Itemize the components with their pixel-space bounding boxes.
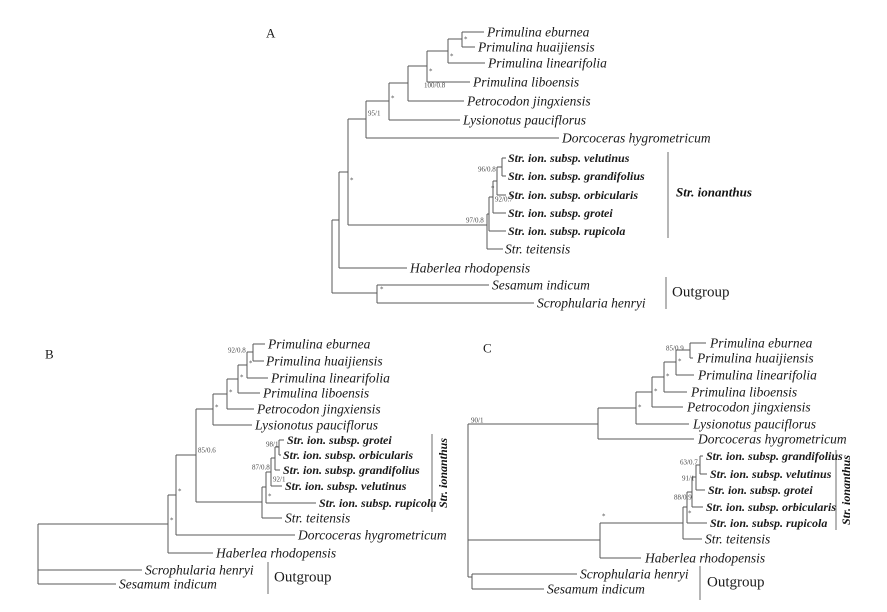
panel-letter: C xyxy=(483,340,492,356)
clade-bracket-label: Str. ionanthus xyxy=(436,437,450,509)
taxon-label: Str. ion. subsp. orbicularis xyxy=(508,188,639,202)
taxon-label: Primulina liboensis xyxy=(473,74,580,90)
taxon-label: Petrocodon jingxiensis xyxy=(687,399,811,415)
support-value: * xyxy=(240,373,244,382)
taxon-label: Primulina eburnea xyxy=(487,24,590,40)
support-value: * xyxy=(350,176,354,185)
support-value: * xyxy=(688,509,692,518)
taxon-label: Scrophularia henryi xyxy=(580,566,689,582)
outgroup-label: Outgroup xyxy=(274,569,332,586)
taxon-label: Primulina linearifolia xyxy=(698,367,817,383)
support-value: * xyxy=(215,403,219,412)
taxon-label: Dorcoceras hygrometricum xyxy=(562,130,711,146)
clade-bracket-label: Str. ionanthus xyxy=(676,184,752,200)
support-value: 97/0.8 xyxy=(466,216,484,225)
support-value: * xyxy=(380,285,384,294)
taxon-label: Str. ion. subsp. rupicola xyxy=(710,516,828,530)
taxon-label: Haberlea rhodopensis xyxy=(645,550,766,566)
taxon-label: Sesamum indicum xyxy=(119,576,217,592)
taxon-label: Lysionotus pauciflorus xyxy=(463,112,586,128)
taxon-label: Dorcoceras hygrometricum xyxy=(698,431,847,447)
taxon-label: Primulina eburnea xyxy=(710,335,813,351)
taxon-label: Primulina liboensis xyxy=(691,384,798,400)
taxon-label: Primulina liboensis xyxy=(263,385,370,401)
support-value: * xyxy=(602,512,606,521)
taxon-label: Lysionotus pauciflorus xyxy=(255,417,378,433)
taxon-label: Primulina linearifolia xyxy=(488,55,607,71)
panel-a-tree-lines xyxy=(331,31,559,304)
support-value: * xyxy=(654,387,658,396)
support-value: 88/0.9 xyxy=(674,493,692,502)
support-value: 92/0.7 xyxy=(495,195,513,204)
taxon-label: Str. ion. subsp. orbicularis xyxy=(283,448,414,462)
taxon-label: Str. teitensis xyxy=(285,510,351,526)
taxon-label: Primulina huaijiensis xyxy=(478,39,595,55)
taxon-label: Sesamum indicum xyxy=(492,277,590,293)
taxon-label: Primulina huaijiensis xyxy=(697,350,814,366)
taxon-label: Dorcoceras hygrometricum xyxy=(298,527,447,543)
support-value: 96/0.8 xyxy=(478,165,496,174)
taxon-label: Lysionotus pauciflorus xyxy=(693,416,816,432)
support-value: 85/0.9 xyxy=(666,344,684,353)
taxon-label: Haberlea rhodopensis xyxy=(216,545,337,561)
taxon-label: Str. ion. subsp. rupicola xyxy=(508,224,626,238)
support-value: 87/0.8 xyxy=(252,463,270,472)
support-value: * xyxy=(249,359,253,368)
taxon-label: Str. ion. subsp. grandifolius xyxy=(283,463,420,477)
support-value: 92/0.8 xyxy=(228,346,246,355)
taxon-label: Str. ion. subsp. velutinus xyxy=(285,479,407,493)
support-value: 98/1 xyxy=(266,440,279,449)
support-value: * xyxy=(638,403,642,412)
panel-letter: A xyxy=(266,25,276,41)
taxon-label: Scrophularia henryi xyxy=(537,295,646,311)
taxon-label: Petrocodon jingxiensis xyxy=(467,93,591,109)
taxon-label: Str. ion. subsp. velutinus xyxy=(508,151,630,165)
support-value: * xyxy=(178,487,182,496)
support-value: * xyxy=(170,516,174,525)
taxon-label: Str. ion. subsp. grotei xyxy=(708,483,813,497)
taxon-label: Str. ion. subsp. velutinus xyxy=(710,467,832,481)
panel-letter: B xyxy=(45,346,54,362)
taxon-label: Str. ion. subsp. orbicularis xyxy=(706,500,837,514)
support-value: 95/1 xyxy=(368,109,381,118)
support-value: 63/0.7 xyxy=(680,458,698,467)
support-value: * xyxy=(666,372,670,381)
support-value: 90/1 xyxy=(471,416,484,425)
taxon-label: Str. ion. subsp. grotei xyxy=(287,433,392,447)
clade-bracket-label: Str. ionanthus xyxy=(839,454,853,526)
support-value: 91/1 xyxy=(682,474,695,483)
panel-c-tree-lines xyxy=(467,342,707,590)
taxon-label: Str. ion. subsp. grandifolius xyxy=(508,169,645,183)
taxon-label: Primulina linearifolia xyxy=(271,370,390,386)
support-value: 85/0.6 xyxy=(198,446,216,455)
taxon-label: Str. ion. subsp. grandifolius xyxy=(706,449,843,463)
panel-b-tree-lines xyxy=(37,343,316,585)
support-value: * xyxy=(678,357,682,366)
support-value: 92/1 xyxy=(273,475,286,484)
taxon-label: Str. ion. subsp. grotei xyxy=(508,206,613,220)
support-value: * xyxy=(464,35,468,44)
taxon-label: Petrocodon jingxiensis xyxy=(257,401,381,417)
taxon-label: Sesamum indicum xyxy=(547,581,645,597)
support-value: * xyxy=(429,67,433,76)
taxon-label: Haberlea rhodopensis xyxy=(410,260,531,276)
outgroup-label: Outgroup xyxy=(707,574,765,591)
support-value: * xyxy=(391,94,395,103)
support-value: * xyxy=(268,492,272,501)
taxon-label: Scrophularia henryi xyxy=(145,562,254,578)
taxon-label: Str. teitensis xyxy=(505,241,571,257)
support-value: * xyxy=(450,52,454,61)
taxon-label: Str. teitensis xyxy=(705,531,771,547)
taxon-label: Primulina eburnea xyxy=(268,336,371,352)
outgroup-label: Outgroup xyxy=(672,284,730,301)
taxon-label: Primulina huaijiensis xyxy=(266,353,383,369)
support-value: * xyxy=(229,388,233,397)
support-value: 100/0.8 xyxy=(424,81,446,90)
taxon-label: Str. ion. subsp. rupicola xyxy=(319,496,437,510)
support-value: * xyxy=(491,184,495,193)
